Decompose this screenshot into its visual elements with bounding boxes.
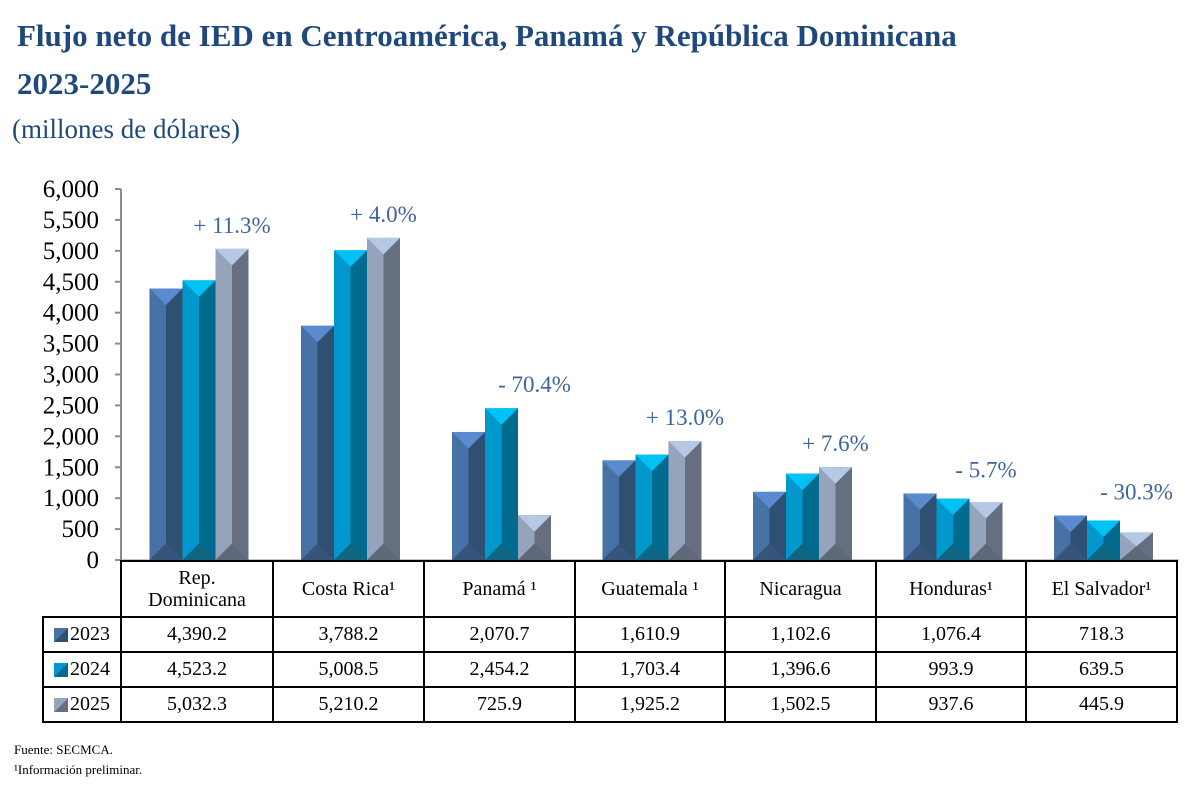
preliminary-note: ¹Información preliminar. <box>14 762 143 777</box>
x-tick-label-line: Costa Rica¹ <box>301 578 396 600</box>
growth-annotations: + 11.3% + 4.0% - 70.4% + 13.0% + 7.6% - 5.7% -… <box>193 202 1173 505</box>
growth-annotation: + 4.0% <box>350 202 417 227</box>
data-label: 1,703.4 <box>574 651 726 688</box>
y-tick-label: 6,000 <box>43 176 99 203</box>
y-tick-label: 500 <box>62 516 100 543</box>
bar-2024 <box>936 498 970 560</box>
legend-entry: 2024 <box>42 651 122 688</box>
data-label: 3,788.2 <box>272 616 425 653</box>
legend-label: 2023 <box>70 623 110 645</box>
bar-2023 <box>301 325 334 560</box>
legend-label: 2025 <box>70 693 110 715</box>
growth-annotation: - 5.7% <box>955 457 1016 482</box>
bar-2023 <box>452 431 485 560</box>
data-table: Rep. Dominicana Costa Rica¹ Panamá ¹ Guatema… <box>42 560 1178 723</box>
source-note: Fuente: SECMCA. <box>14 742 113 757</box>
growth-annotation: + 13.0% <box>646 405 724 430</box>
table-row: 2023 4,390.2 3,788.2 2,070.7 1,610.9 1,102.6 1… <box>42 616 1178 653</box>
data-label: 5,032.3 <box>120 686 274 723</box>
bar-2024 <box>786 473 819 560</box>
chart-title-line-1: Flujo neto de IED en Centroamérica, Pana… <box>17 18 957 53</box>
bar-2024 <box>182 280 216 560</box>
bar-2023 <box>602 460 636 560</box>
bar-2023 <box>1054 515 1087 560</box>
y-tick-label: 4,000 <box>43 300 99 327</box>
growth-annotation: + 7.6% <box>802 431 869 456</box>
y-tick-label: 5,000 <box>43 238 99 265</box>
bar-2024 <box>485 408 518 560</box>
data-label: 1,502.5 <box>724 686 877 723</box>
x-tick-label: Costa Rica¹ <box>272 560 425 618</box>
data-label: 2,070.7 <box>423 616 576 653</box>
data-label: 1,610.9 <box>574 616 726 653</box>
data-label: 2,454.2 <box>423 651 576 688</box>
y-tick-label: 4,500 <box>43 269 99 296</box>
x-tick-label-line: El Salvador¹ <box>1051 578 1152 600</box>
x-tick-label-line: Guatemala ¹ <box>601 578 699 600</box>
bar-2023 <box>903 493 937 560</box>
y-tick-label: 2,500 <box>43 392 99 419</box>
x-tick-label-line: Nicaragua <box>759 578 842 600</box>
data-label: 937.6 <box>875 686 1027 723</box>
data-label: 5,008.5 <box>272 651 425 688</box>
bar-2025 <box>518 515 551 560</box>
y-tick-label: 5,500 <box>43 207 99 234</box>
x-tick-label-line: Dominicana <box>148 589 246 611</box>
bar-2025 <box>367 237 400 560</box>
data-label: 1,102.6 <box>724 616 877 653</box>
bar-2025 <box>969 502 1003 560</box>
legend-swatch <box>54 698 68 713</box>
data-label: 718.3 <box>1025 616 1178 653</box>
chart-title: Flujo neto de IED en Centroamérica, Pana… <box>17 12 957 108</box>
x-tick-label: Guatemala ¹ <box>574 560 726 618</box>
y-tick-label: 1,000 <box>43 485 99 512</box>
chart-title-line-2: 2023-2025 <box>17 66 152 101</box>
legend-swatch <box>54 663 68 678</box>
legend-swatch <box>54 628 68 643</box>
table-corner <box>43 561 122 618</box>
data-label: 1,396.6 <box>724 651 877 688</box>
bar-2025 <box>1120 532 1153 560</box>
x-tick-label: Panamá ¹ <box>423 560 576 618</box>
bar-2023 <box>149 288 183 560</box>
data-label: 993.9 <box>875 651 1027 688</box>
bars <box>149 237 1153 561</box>
bar-2024 <box>334 250 367 561</box>
y-tick-label: 1,500 <box>43 454 99 481</box>
data-label: 1,076.4 <box>875 616 1027 653</box>
growth-annotation: + 11.3% <box>193 213 270 238</box>
growth-annotation: - 30.3% <box>1100 480 1173 505</box>
x-tick-label-line: Honduras¹ <box>909 578 993 600</box>
data-label: 5,210.2 <box>272 686 425 723</box>
x-tick-label-line: Panamá ¹ <box>462 578 537 600</box>
bar-2025 <box>668 440 702 560</box>
data-label: 4,390.2 <box>120 616 274 653</box>
y-tick-label: 3,000 <box>43 362 99 389</box>
data-label: 639.5 <box>1025 651 1178 688</box>
bar-2025 <box>819 467 852 560</box>
x-tick-label: El Salvador¹ <box>1025 560 1178 618</box>
bar-2025 <box>215 248 249 560</box>
data-label: 4,523.2 <box>120 651 274 688</box>
bar-2024 <box>1087 520 1120 560</box>
legend-label: 2024 <box>70 658 110 680</box>
data-label: 1,925.2 <box>574 686 726 723</box>
legend-entry: 2023 <box>42 616 122 653</box>
bar-2024 <box>635 454 669 560</box>
chart-subtitle: (millones de dólares) <box>12 114 240 144</box>
x-tick-label: Nicaragua <box>724 560 877 618</box>
table-row: 2024 4,523.2 5,008.5 2,454.2 1,703.4 1,396.6 9… <box>42 651 1178 688</box>
x-tick-label-line: Rep. <box>178 567 216 589</box>
y-tick-label: 2,000 <box>43 423 99 450</box>
growth-annotation: - 70.4% <box>498 372 571 397</box>
bar-2023 <box>753 491 786 560</box>
y-tick-label: 3,500 <box>43 331 99 358</box>
data-label: 445.9 <box>1025 686 1178 723</box>
x-tick-label: Honduras¹ <box>875 560 1027 618</box>
data-label: 725.9 <box>423 686 576 723</box>
x-tick-label: Rep. Dominicana <box>120 560 274 618</box>
legend-entry: 2025 <box>42 686 122 723</box>
table-row: 2025 5,032.3 5,210.2 725.9 1,925.2 1,502.5 937… <box>42 686 1178 723</box>
